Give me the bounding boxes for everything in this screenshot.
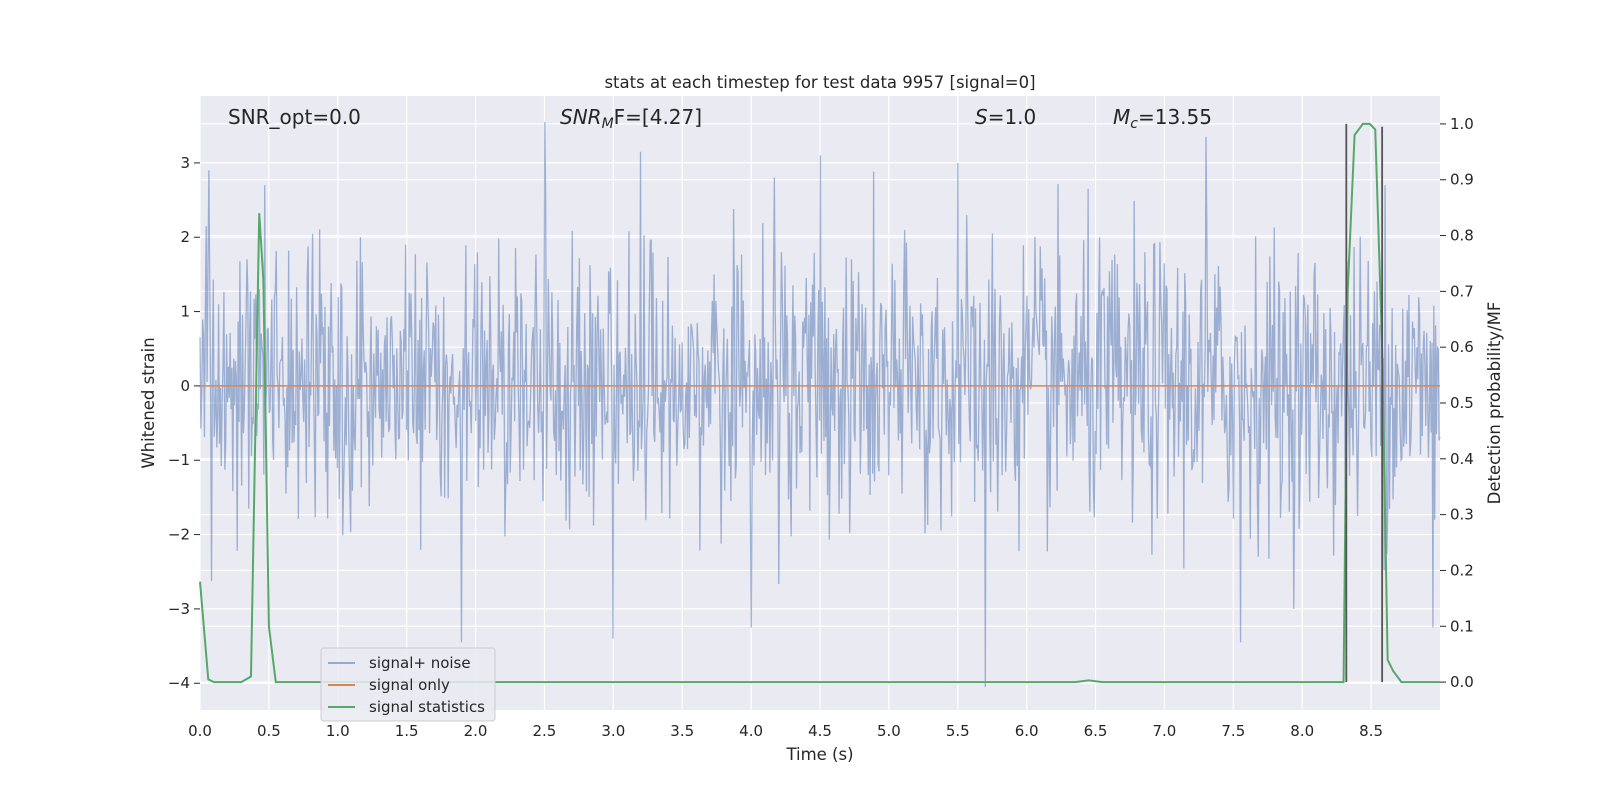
y-right-tick-label: 1.0 (1450, 115, 1474, 133)
y-right-tick-label: 0.4 (1450, 450, 1474, 468)
annotation-s-stat: S=1.0 (975, 105, 1036, 129)
annotation-mc: Mc=13.55 (1113, 105, 1212, 132)
legend-label-signal-noise: signal+ noise (369, 654, 471, 672)
y-right-tick-label: 0.1 (1450, 617, 1474, 635)
x-tick-label: 1.0 (326, 722, 350, 740)
x-tick-label: 8.5 (1359, 722, 1383, 740)
series-signal-noise (199, 122, 1441, 687)
x-tick-label: 1.5 (395, 722, 419, 740)
y-left-tick-label: −4 (168, 674, 190, 692)
y-left-tick-label: −3 (168, 600, 190, 618)
y-left-tick-label: −1 (168, 451, 190, 469)
x-tick-label: 7.0 (1153, 722, 1177, 740)
x-tick-label: 5.5 (946, 722, 970, 740)
snr-mf-main: SNR (560, 105, 602, 129)
y-right-tick-label: 0.3 (1450, 506, 1474, 524)
x-axis-ticks: 0.0 0.5 1.0 1.5 2.0 2.5 3.0 3.5 4.0 4.5 5.0 5.5 6.0 6… (188, 722, 1383, 740)
y-right-tick-label: 0.5 (1450, 394, 1474, 412)
legend-label-signal-statistics: signal statistics (369, 698, 485, 716)
y-right-axis-ticks: 1.0 0.9 0.8 0.7 0.6 0.5 0.4 0.3 0.2 0.1 0.0 (1440, 115, 1474, 691)
legend-box (320, 647, 496, 722)
y-left-tick-label: −2 (168, 526, 190, 544)
x-tick-label: 3.5 (670, 722, 694, 740)
x-tick-label: 4.0 (739, 722, 763, 740)
annotation-snr-opt: SNR_opt=0.0 (228, 105, 361, 129)
x-tick-label: 7.5 (1221, 722, 1245, 740)
y-left-tick-label: 3 (180, 154, 190, 172)
x-tick-label: 0.0 (188, 722, 212, 740)
legend: signal+ noise signal only signal statist… (320, 647, 496, 722)
vertical-markers (1345, 123, 1384, 683)
y-right-tick-label: 0.8 (1450, 227, 1474, 245)
mc-value: =13.55 (1138, 105, 1212, 129)
chart-title: stats at each timestep for test data 995… (604, 73, 1035, 92)
x-tick-label: 5.0 (877, 722, 901, 740)
x-tick-label: 6.5 (1084, 722, 1108, 740)
y-left-axis-ticks: 3 2 1 0 −1 −2 −3 −4 (168, 154, 200, 692)
y-right-tick-label: 0.9 (1450, 171, 1474, 189)
y-left-tick-label: 1 (180, 303, 190, 321)
s-stat-symbol: S (975, 105, 988, 129)
y-right-tick-label: 0.2 (1450, 561, 1474, 579)
s-stat-value: =1.0 (988, 105, 1037, 129)
x-tick-label: 4.5 (808, 722, 832, 740)
x-tick-label: 8.0 (1290, 722, 1314, 740)
y-left-axis-title: Whitened strain (139, 337, 158, 468)
y-left-tick-label: 2 (180, 228, 190, 246)
x-tick-label: 2.5 (533, 722, 557, 740)
x-tick-label: 3.0 (601, 722, 625, 740)
y-right-tick-label: 0.7 (1450, 282, 1474, 300)
snr-mf-subscript: M (602, 116, 614, 132)
y-right-tick-label: 0.0 (1450, 673, 1474, 691)
mc-symbol: M (1113, 105, 1130, 129)
x-tick-label: 2.0 (464, 722, 488, 740)
signal-noise-line (199, 122, 1441, 687)
legend-label-signal-only: signal only (369, 676, 450, 694)
x-tick-label: 6.0 (1015, 722, 1039, 740)
mc-subscript: c (1130, 116, 1138, 132)
x-axis-title: Time (s) (785, 745, 853, 764)
y-right-axis-title: Detection probability/MF (1485, 302, 1504, 505)
y-left-tick-label: 0 (180, 377, 190, 395)
x-tick-label: 0.5 (257, 722, 281, 740)
snr-mf-value: F=[4.27] (614, 105, 702, 129)
y-right-tick-label: 0.6 (1450, 338, 1474, 356)
annotation-snr-mf: SNRMF=[4.27] (560, 105, 702, 132)
